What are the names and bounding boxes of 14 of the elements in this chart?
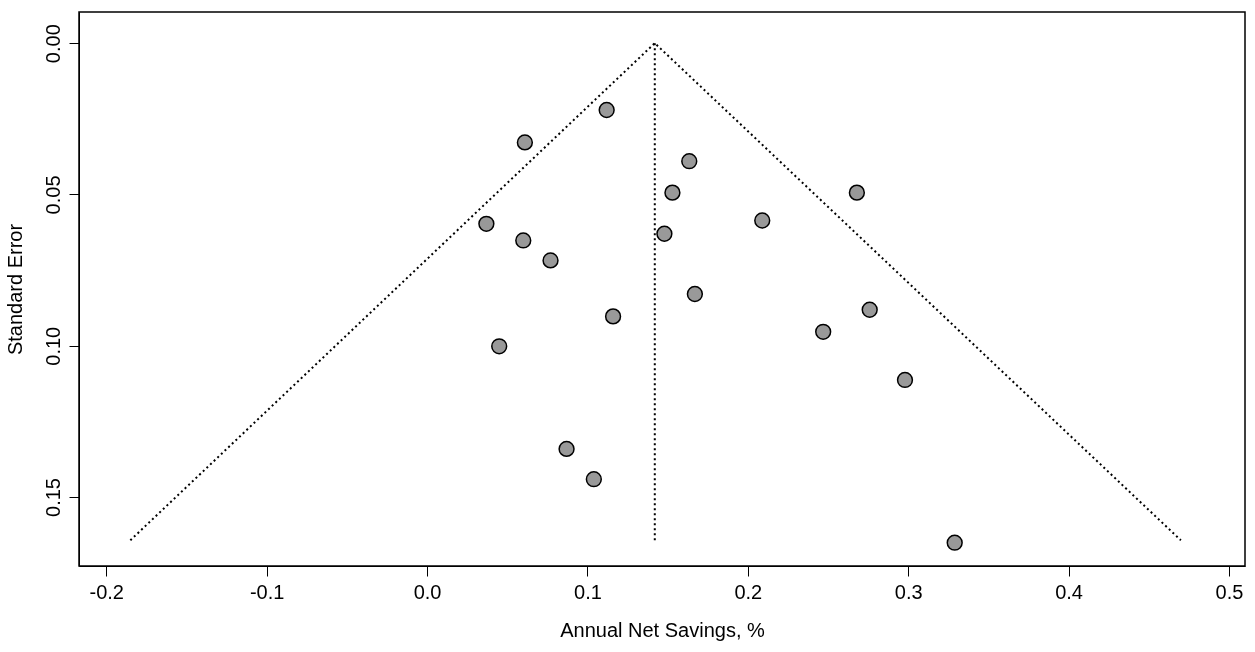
y-axis-title: Standard Error bbox=[3, 223, 26, 356]
x-tick-label: 0.0 bbox=[413, 580, 442, 603]
x-tick-label: -0.2 bbox=[89, 580, 124, 603]
x-tick-label: 0.1 bbox=[574, 580, 602, 603]
x-tick-label: 0.2 bbox=[734, 580, 763, 603]
x-tick-label: 0.3 bbox=[894, 580, 923, 603]
y-tick-label: 0.05 bbox=[41, 175, 64, 215]
y-tick-label: 0.15 bbox=[41, 478, 64, 517]
x-tick-label: 0.4 bbox=[1055, 580, 1083, 603]
y-tick-label: 0.10 bbox=[41, 326, 64, 366]
x-axis-title: Annual Net Savings, % bbox=[560, 618, 765, 641]
y-tick-label: 0.00 bbox=[41, 24, 64, 64]
x-tick-label: 0.5 bbox=[1215, 580, 1244, 603]
x-tick-label: -0.1 bbox=[249, 580, 285, 603]
